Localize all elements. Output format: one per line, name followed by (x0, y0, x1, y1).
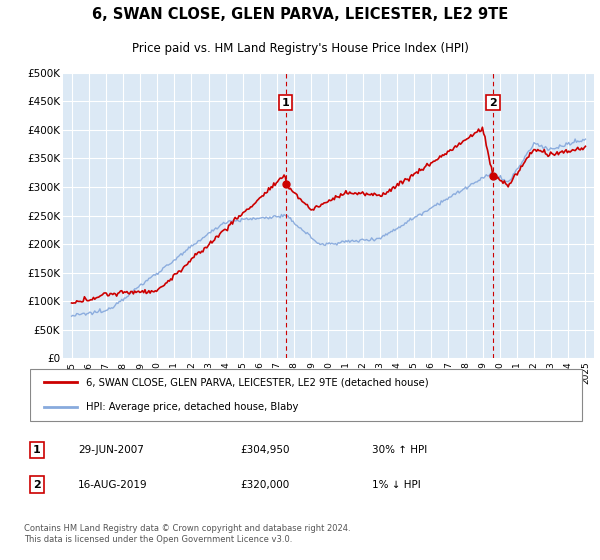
Text: 30% ↑ HPI: 30% ↑ HPI (372, 445, 427, 455)
Text: Contains HM Land Registry data © Crown copyright and database right 2024.
This d: Contains HM Land Registry data © Crown c… (24, 524, 350, 544)
Text: HPI: Average price, detached house, Blaby: HPI: Average price, detached house, Blab… (86, 402, 298, 412)
Text: 1: 1 (282, 97, 290, 108)
Text: £304,950: £304,950 (240, 445, 290, 455)
Text: 2: 2 (489, 97, 497, 108)
Text: 29-JUN-2007: 29-JUN-2007 (78, 445, 144, 455)
Text: Price paid vs. HM Land Registry's House Price Index (HPI): Price paid vs. HM Land Registry's House … (131, 42, 469, 55)
FancyBboxPatch shape (30, 369, 583, 421)
Text: 6, SWAN CLOSE, GLEN PARVA, LEICESTER, LE2 9TE: 6, SWAN CLOSE, GLEN PARVA, LEICESTER, LE… (92, 7, 508, 22)
Text: 2: 2 (33, 479, 41, 489)
Text: 1: 1 (33, 445, 41, 455)
Text: £320,000: £320,000 (240, 479, 289, 489)
Text: 1% ↓ HPI: 1% ↓ HPI (372, 479, 421, 489)
Text: 6, SWAN CLOSE, GLEN PARVA, LEICESTER, LE2 9TE (detached house): 6, SWAN CLOSE, GLEN PARVA, LEICESTER, LE… (86, 377, 428, 388)
Text: 16-AUG-2019: 16-AUG-2019 (78, 479, 148, 489)
